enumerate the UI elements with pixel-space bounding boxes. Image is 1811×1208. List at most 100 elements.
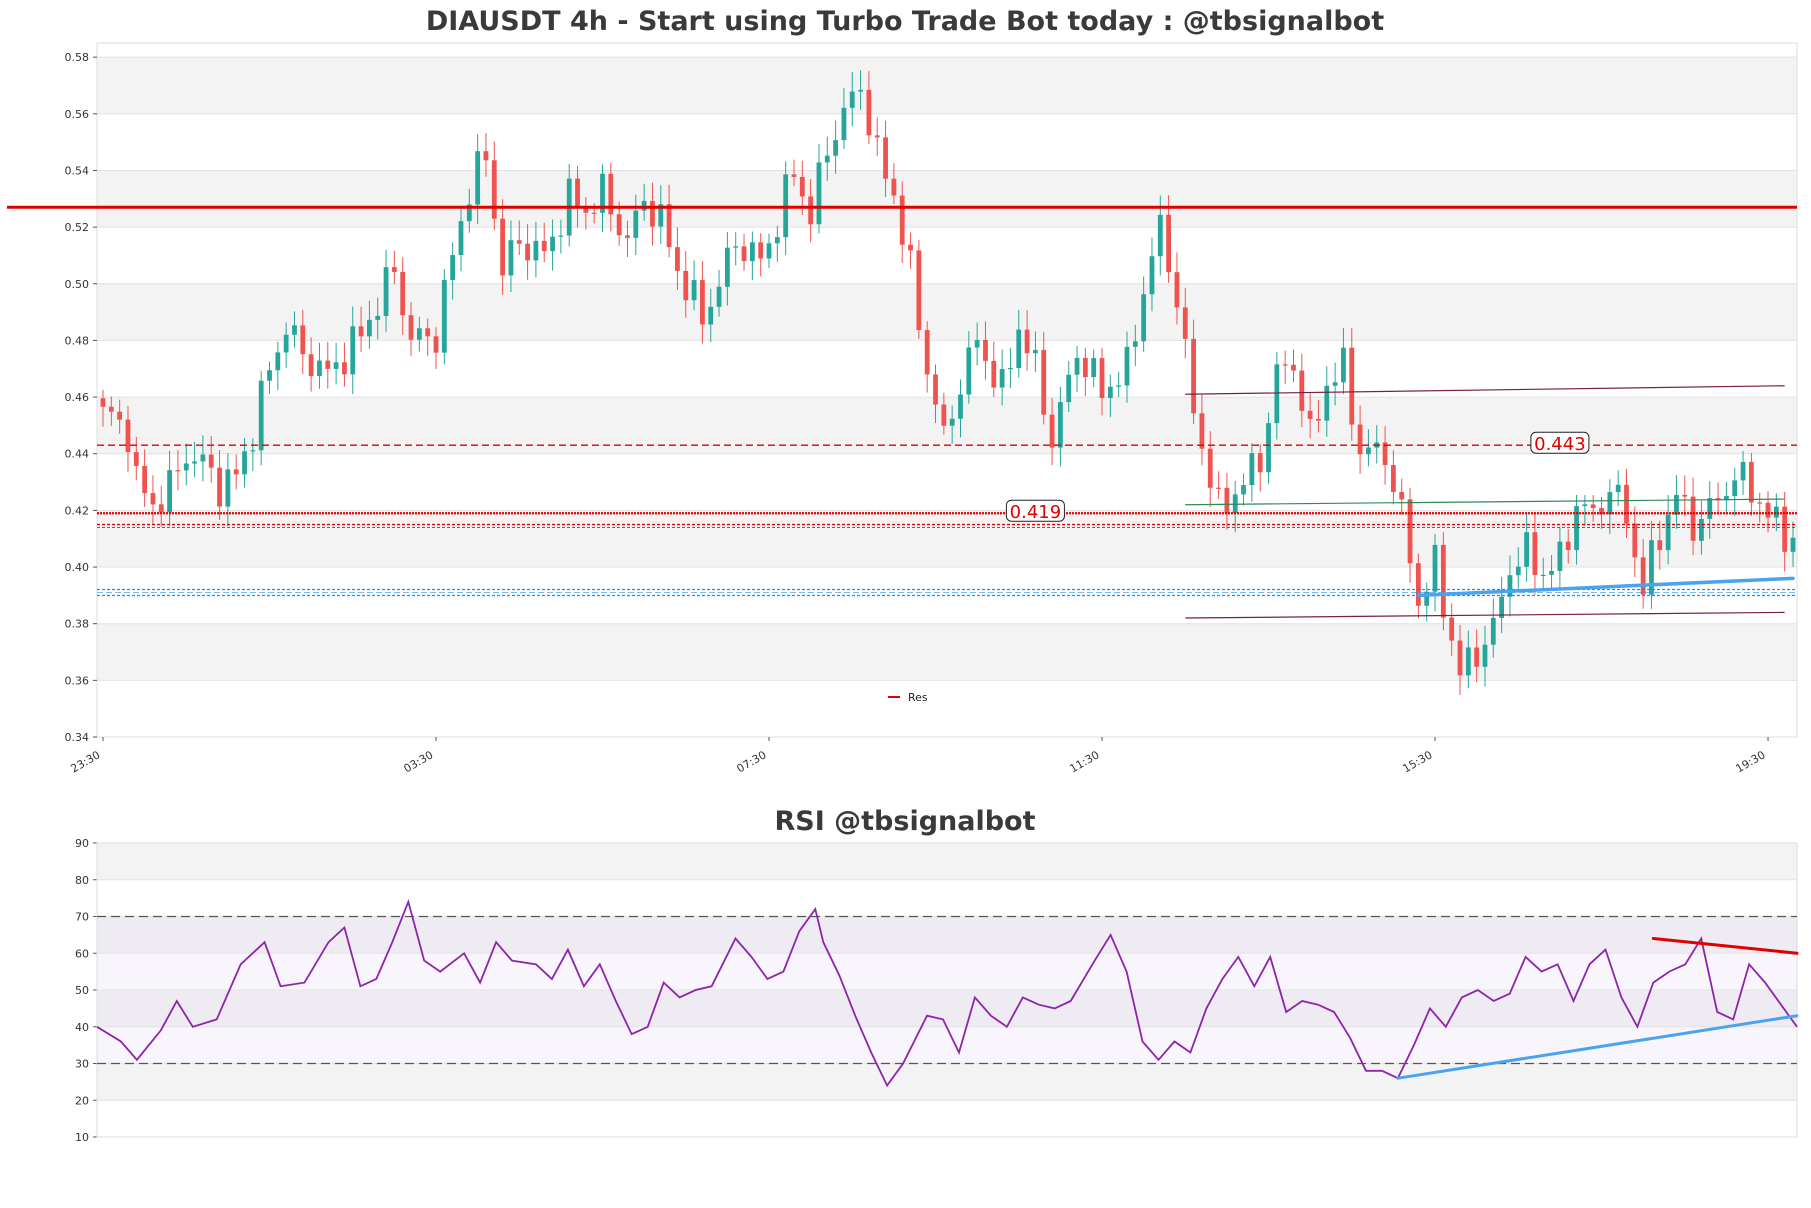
candle-body [375, 315, 381, 320]
candle-body [1057, 402, 1063, 448]
candle-body [433, 336, 439, 353]
candle-body [1257, 453, 1263, 473]
grid-band [97, 170, 1797, 228]
legend-label: Res [908, 691, 928, 704]
candle-body [416, 328, 422, 340]
candle-body [1657, 540, 1663, 551]
candle-body [1132, 341, 1138, 347]
candle-body [242, 451, 247, 475]
candle-body [1191, 338, 1196, 414]
candle-body [716, 286, 722, 307]
candle-body [383, 267, 389, 316]
rsi-trend-line [1396, 1014, 1799, 1080]
candle-body [325, 360, 331, 369]
candle-body [1515, 566, 1521, 576]
candle-body [783, 174, 789, 238]
candle-body [550, 236, 555, 252]
candle-body [1773, 506, 1779, 518]
grid-band [97, 916, 1797, 954]
candle-body [924, 330, 930, 375]
candle-body [1674, 494, 1679, 515]
grid-band [97, 623, 1797, 681]
candle-body [175, 470, 181, 472]
grid-band [97, 283, 1797, 341]
candle-body [1024, 329, 1030, 354]
candle-body [941, 404, 947, 426]
candle-body [217, 467, 222, 507]
candle-body [1041, 349, 1047, 415]
candle-body [1499, 596, 1505, 618]
candle-body [1232, 494, 1238, 513]
candle-body [1790, 537, 1796, 552]
candle-body [142, 465, 148, 494]
candle-body [1723, 496, 1729, 501]
candle-body [1166, 214, 1172, 273]
candle-body [908, 244, 913, 251]
price-label-box [1005, 499, 1065, 522]
y-tick-label: 80 [75, 874, 89, 887]
candle-body [600, 173, 605, 213]
candle-body [1465, 647, 1471, 676]
candle-body [558, 235, 564, 237]
candle-body [1357, 424, 1363, 455]
y-tick-label: 0.46 [65, 391, 90, 404]
candle-body [791, 174, 797, 177]
rsi-line [96, 898, 1798, 1088]
candle-body [1632, 523, 1638, 558]
candle-body [1449, 617, 1455, 641]
candle-body [1382, 442, 1388, 466]
price-panel: 0.34 0.36 0.38 0.40 0.42 0.44 0.46 0.48 0.50 0.52… [7, 42, 1798, 775]
candle-body [100, 398, 106, 407]
x-tick-label: 03:30 [402, 748, 436, 775]
trend-channel-line [1185, 498, 1785, 506]
candle-body [1082, 357, 1088, 378]
candle-body [283, 334, 289, 353]
candle-body [133, 452, 139, 466]
candle-body [1107, 386, 1113, 399]
candle-body [1440, 544, 1446, 618]
x-tick-label: 23:30 [69, 748, 103, 775]
y-tick-label: 0.34 [65, 731, 90, 744]
candle-body [358, 326, 364, 337]
candles-group [100, 70, 1796, 696]
candle-body [1615, 484, 1621, 493]
candle-body [708, 306, 714, 325]
candle-body [1274, 364, 1280, 424]
y-tick-label: 60 [75, 947, 89, 960]
y-tick-label: 10 [75, 1131, 89, 1144]
candle-body [1740, 461, 1746, 481]
candle-body [691, 280, 697, 301]
candle-body [774, 237, 780, 244]
candle-body [1607, 492, 1613, 515]
candle-body [250, 450, 256, 452]
candle-body [1332, 382, 1338, 386]
y-tick-label: 0.52 [65, 221, 90, 234]
y-tick-label: 0.58 [65, 51, 90, 64]
candle-body [500, 218, 506, 276]
candle-body [816, 162, 822, 225]
candle-body [991, 360, 997, 388]
candle-body [1207, 448, 1213, 488]
candle-body [1582, 504, 1588, 507]
candle-body [267, 370, 272, 381]
grid-band [97, 990, 1797, 1027]
candle-body [1457, 640, 1463, 676]
candle-body [391, 267, 397, 272]
x-tick-label: 19:30 [1734, 748, 1768, 775]
y-tick-label: 90 [75, 837, 89, 850]
candle-body [1765, 502, 1771, 518]
candle-body [1299, 370, 1305, 411]
candle-body [1149, 256, 1155, 295]
plot-frame [96, 842, 1798, 1138]
price-label: 0.419 [1010, 502, 1062, 523]
candle-body [974, 339, 980, 348]
candle-body [758, 242, 764, 259]
candle-body [1249, 453, 1255, 486]
candle-body [400, 271, 406, 316]
candle-body [1565, 541, 1571, 551]
candle-body [491, 160, 497, 219]
candle-body [874, 135, 880, 138]
candle-body [1732, 480, 1738, 497]
y-tick-label: 0.44 [65, 448, 90, 461]
